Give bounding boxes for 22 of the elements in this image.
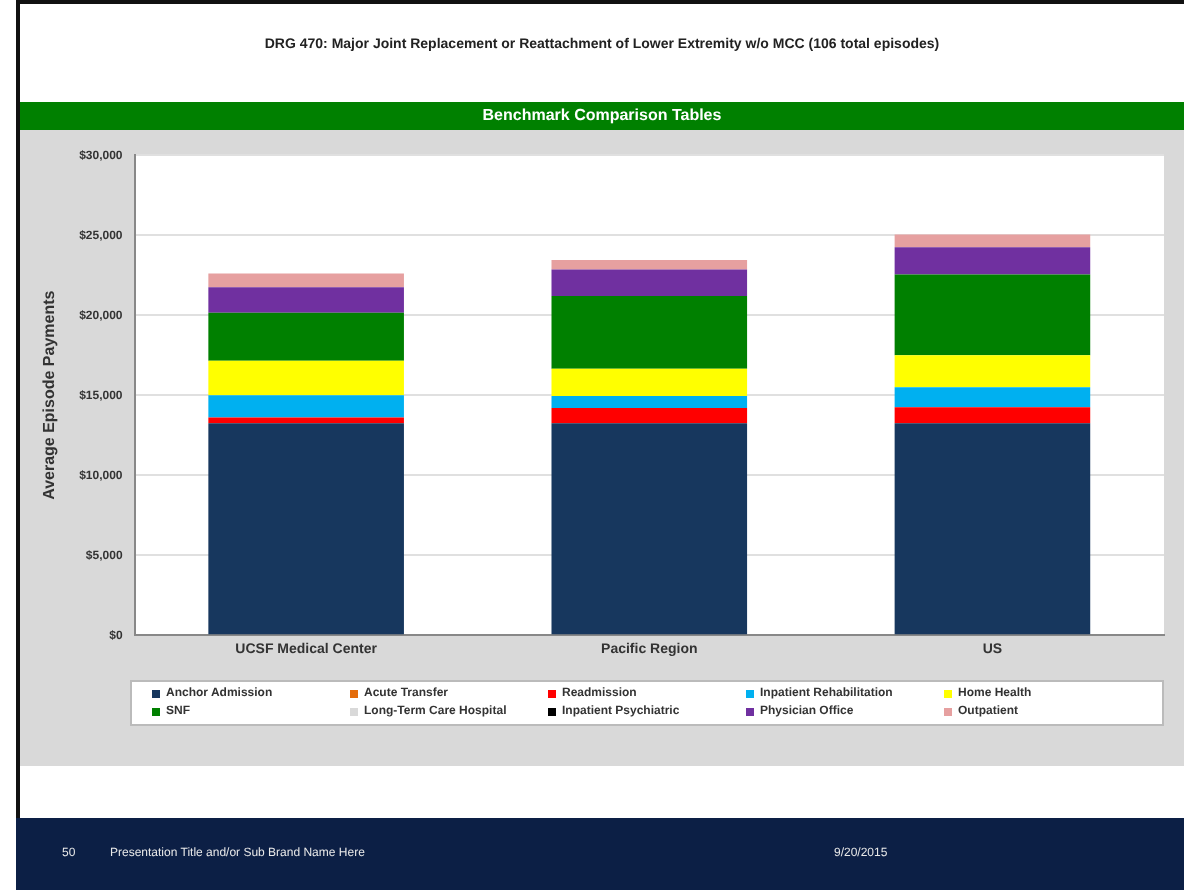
bar	[208, 312, 404, 361]
bar	[894, 234, 1091, 248]
bar	[551, 423, 748, 635]
bar	[208, 273, 404, 288]
bar	[894, 355, 1091, 388]
bar	[551, 396, 748, 408]
chart-subtitle: Benchmark Comparison Tables	[20, 102, 1184, 130]
bar	[551, 296, 748, 369]
bar	[551, 368, 748, 396]
bar	[208, 287, 404, 313]
bar	[551, 260, 748, 270]
bar	[894, 247, 1091, 275]
bar	[551, 408, 748, 424]
bar	[551, 269, 748, 296]
bar	[894, 407, 1091, 424]
bar	[894, 423, 1091, 635]
bar	[208, 423, 404, 635]
bar	[894, 387, 1091, 408]
y-axis-title: Average Episode Payments	[40, 289, 59, 500]
bar	[894, 274, 1091, 356]
bar	[208, 360, 404, 396]
bar	[208, 395, 404, 418]
